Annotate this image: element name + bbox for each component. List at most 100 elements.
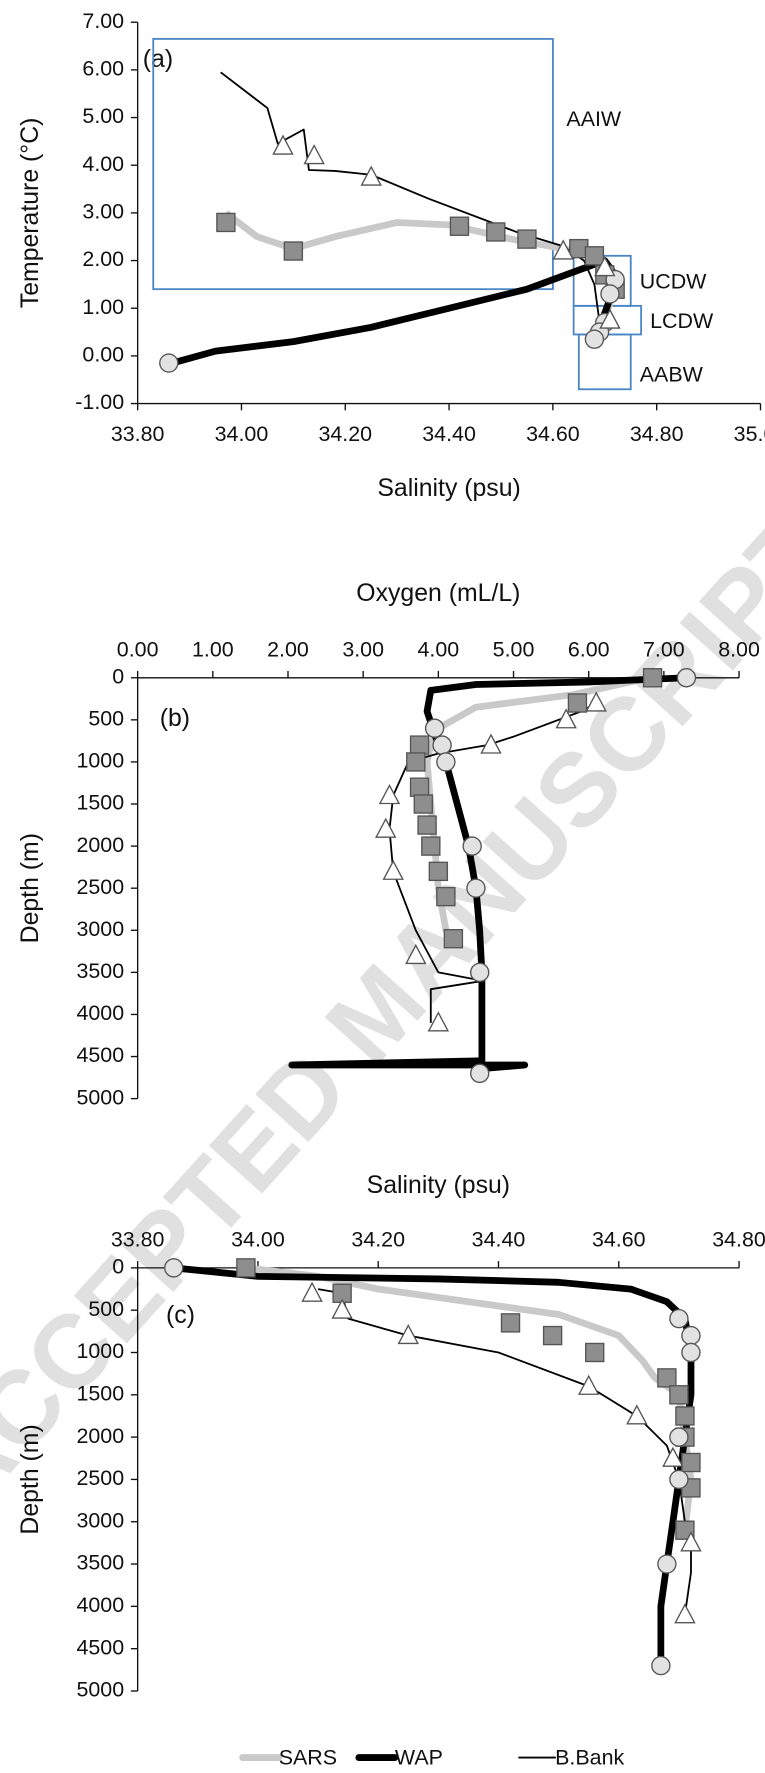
square-marker [500, 1313, 521, 1333]
x-tick-label: 5.00 [493, 637, 535, 661]
legend-label: WAP [395, 1745, 443, 1769]
y-tick-label: 3.00 [82, 200, 124, 224]
y-tick-label: 3500 [76, 1551, 124, 1575]
y-tick-label: 5000 [76, 1678, 124, 1702]
x-axis-title: Salinity (psu) [377, 475, 520, 502]
x-tick-label: 33.80 [111, 1227, 165, 1251]
y-axis-title: Depth (m) [17, 1424, 44, 1534]
y-tick-label: 2500 [76, 875, 124, 899]
panel-label: (c) [166, 1302, 195, 1329]
square-marker [585, 1342, 605, 1363]
panel-label: (a) [143, 46, 173, 73]
triangle-marker [375, 817, 397, 838]
triangle-marker [382, 859, 404, 880]
y-tick-label: 2000 [76, 833, 124, 857]
x-tick-label: 6.00 [568, 637, 610, 661]
triangle-marker [301, 1281, 323, 1302]
x-tick-label: 4.00 [418, 637, 460, 661]
triangle-marker [427, 1011, 450, 1032]
x-tick-label: 34.60 [592, 1227, 646, 1251]
x-tick-label: 8.00 [718, 637, 760, 661]
y-tick-label: 2500 [76, 1466, 124, 1490]
square-marker [283, 241, 304, 261]
circle-marker [657, 1554, 677, 1574]
x-tick-label: 0.00 [117, 637, 159, 661]
square-marker [409, 735, 430, 755]
y-tick-label: 500 [88, 707, 124, 731]
circle-marker [432, 735, 452, 755]
y-tick-label: 1.00 [82, 295, 124, 319]
y-tick-label: 4500 [76, 1635, 124, 1659]
series-line [173, 1264, 695, 1666]
square-marker [657, 1368, 677, 1388]
y-tick-label: 0 [112, 664, 124, 688]
y-tick-label: 0 [112, 1255, 124, 1279]
triangle-marker [378, 784, 401, 805]
square-marker [428, 861, 449, 882]
series-line [162, 257, 619, 369]
triangle-marker [480, 733, 502, 754]
y-tick-label: 7.00 [82, 9, 124, 33]
circle-marker [651, 1655, 671, 1676]
panel-label: (b) [160, 705, 190, 732]
x-axis-title: Oxygen (mL/L) [356, 580, 520, 607]
x-tick-label: 34.00 [231, 1227, 285, 1251]
triangle-marker [552, 239, 574, 260]
square-marker [436, 886, 456, 907]
y-tick-label: 4.00 [82, 152, 124, 176]
circle-marker [424, 718, 445, 738]
triangle-marker [585, 691, 607, 712]
square-marker [443, 928, 464, 949]
square-marker [681, 1452, 701, 1473]
y-tick-label: 3000 [76, 917, 124, 941]
x-axis-title: Salinity (psu) [367, 1172, 510, 1199]
y-tick-label: 1000 [76, 749, 124, 773]
x-tick-label: 34.20 [351, 1227, 405, 1251]
water-mass-label: AAIW [566, 107, 622, 131]
y-tick-label: 2.00 [82, 247, 124, 271]
x-tick-label: 35.00 [734, 422, 765, 446]
y-tick-label: 1500 [76, 791, 124, 815]
square-marker [449, 216, 470, 236]
y-tick-label: 3000 [76, 1508, 124, 1532]
circle-marker [676, 668, 697, 688]
circle-marker [600, 284, 620, 304]
x-tick-label: 34.40 [472, 1227, 526, 1251]
x-tick-label: 34.00 [215, 422, 269, 446]
circle-marker [159, 353, 179, 373]
y-axis-title: Temperature (°C) [17, 118, 44, 309]
triangle-marker [360, 165, 382, 186]
triangle-marker [674, 1603, 696, 1624]
series-line [245, 1264, 695, 1531]
legend-label: B.Bank [555, 1745, 624, 1769]
triangle-marker [303, 144, 325, 165]
y-axis-title: Depth (m) [17, 833, 44, 943]
square-marker [669, 1385, 689, 1405]
triangle-marker [577, 1374, 600, 1395]
circle-marker [469, 1063, 490, 1084]
series-line [317, 1288, 692, 1615]
square-marker [413, 794, 434, 814]
y-tick-label: 1500 [76, 1381, 124, 1405]
square-marker [542, 1325, 563, 1346]
circle-marker [681, 1325, 701, 1346]
x-tick-label: 34.60 [526, 422, 580, 446]
square-marker [675, 1406, 695, 1426]
circle-marker [669, 1427, 689, 1447]
square-marker [409, 777, 430, 797]
x-tick-label: 34.80 [630, 422, 684, 446]
y-tick-label: 5.00 [82, 104, 124, 128]
triangle-marker [662, 1446, 684, 1467]
square-marker [567, 693, 588, 713]
water-mass-box [152, 37, 554, 291]
x-tick-label: 2.00 [267, 637, 309, 661]
triangle-marker [405, 943, 427, 965]
square-marker [236, 1258, 256, 1278]
circle-marker [469, 962, 490, 983]
y-tick-label: 4000 [76, 1593, 124, 1617]
square-marker [584, 246, 605, 266]
circle-marker [436, 752, 456, 772]
triangle-marker [626, 1404, 648, 1425]
